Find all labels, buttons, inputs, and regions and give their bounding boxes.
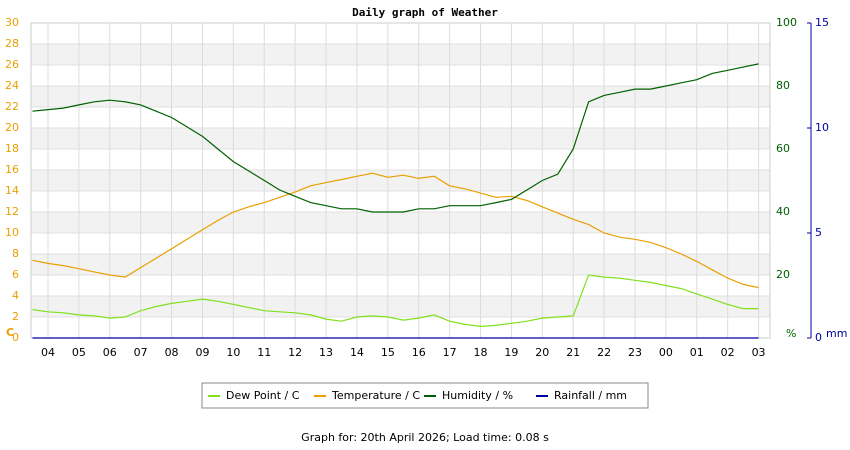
x-tick-label: 08 (165, 346, 179, 359)
x-tick-label: 17 (443, 346, 457, 359)
y3-tick-label: 0 (815, 331, 822, 344)
x-tick-label: 01 (690, 346, 704, 359)
y2-tick-label: 20 (776, 268, 790, 281)
x-tick-label: 13 (319, 346, 333, 359)
y3-axis-label: mm (826, 327, 847, 340)
y2-axis-label: % (786, 327, 796, 340)
y-tick-label: 10 (5, 226, 19, 239)
legend-label: Dew Point / C (226, 389, 300, 402)
x-tick-label: 23 (628, 346, 642, 359)
y-tick-label: 30 (5, 16, 19, 29)
x-tick-label: 06 (103, 346, 117, 359)
grid-band (31, 44, 770, 65)
y2-tick-label: 80 (776, 79, 790, 92)
series-line (32, 274, 759, 328)
x-tick-label: 03 (752, 346, 766, 359)
x-tick-label: 18 (474, 346, 488, 359)
x-tick-label: 12 (288, 346, 302, 359)
grid-band (31, 296, 770, 317)
y-tick-label: 8 (12, 247, 19, 260)
y-tick-label: 6 (12, 268, 19, 281)
x-tick-label: 02 (721, 346, 735, 359)
series-line (32, 172, 759, 289)
y-tick-label: 2 (12, 310, 19, 323)
grid-band (31, 212, 770, 233)
x-tick-label: 00 (659, 346, 673, 359)
y-tick-label: 12 (5, 205, 19, 218)
chart-title: Daily graph of Weather (352, 6, 498, 19)
x-tick-label: 05 (72, 346, 86, 359)
footer: Graph for: 20th April 2026; Load time: 0… (301, 431, 549, 444)
x-tick-label: 20 (535, 346, 549, 359)
y3-tick-label: 15 (815, 16, 829, 29)
x-tick-label: 15 (381, 346, 395, 359)
y-tick-label: 26 (5, 58, 19, 71)
grid-band (31, 86, 770, 107)
grid-band (31, 170, 770, 191)
y-tick-label: 18 (5, 142, 19, 155)
y-tick-label: 24 (5, 79, 19, 92)
y3-tick-label: 10 (815, 121, 829, 134)
y-tick-label: 0 (12, 331, 19, 344)
x-tick-label: 04 (41, 346, 55, 359)
y2-tick-label: 100 (776, 16, 797, 29)
x-tick-label: 14 (350, 346, 364, 359)
grid-band (31, 254, 770, 275)
grid-band (31, 128, 770, 149)
legend-label: Humidity / % (442, 389, 513, 402)
y-tick-label: 16 (5, 163, 19, 176)
x-tick-label: 22 (597, 346, 611, 359)
x-tick-label: 09 (195, 346, 209, 359)
x-tick-label: 07 (134, 346, 148, 359)
y2-tick-label: 60 (776, 142, 790, 155)
y-axis-label: C (6, 326, 14, 339)
x-tick-label: 16 (412, 346, 426, 359)
y3-tick-label: 5 (815, 226, 822, 239)
y-tick-label: 14 (5, 184, 19, 197)
y-tick-label: 22 (5, 100, 19, 113)
x-tick-label: 10 (226, 346, 240, 359)
x-tick-label: 11 (257, 346, 271, 359)
legend-label: Temperature / C (331, 389, 420, 402)
series-line (32, 63, 759, 213)
x-tick-label: 21 (566, 346, 580, 359)
y-tick-label: 28 (5, 37, 19, 50)
legend-label: Rainfall / mm (554, 389, 627, 402)
x-tick-label: 19 (504, 346, 518, 359)
y-tick-label: 4 (12, 289, 19, 302)
y2-tick-label: 40 (776, 205, 790, 218)
y-tick-label: 20 (5, 121, 19, 134)
